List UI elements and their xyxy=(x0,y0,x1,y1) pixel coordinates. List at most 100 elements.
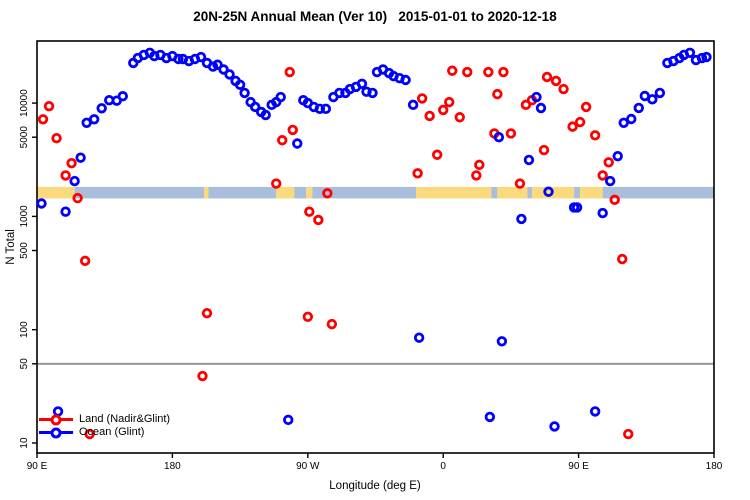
data-point-land xyxy=(623,428,634,440)
data-point-ocean xyxy=(249,101,261,113)
landmask-band-segment xyxy=(527,186,532,199)
data-point-ocean xyxy=(224,69,235,80)
data-point-ocean xyxy=(604,175,616,187)
data-point-ocean xyxy=(234,79,246,91)
data-point-ocean xyxy=(367,87,378,99)
data-point-ocean xyxy=(275,91,286,103)
data-point-ocean xyxy=(149,50,160,62)
data-point-ocean xyxy=(88,114,100,125)
y-tick-label: 10 xyxy=(19,437,30,449)
data-point-land xyxy=(498,66,509,78)
data-point-ocean xyxy=(701,51,712,63)
data-point-land xyxy=(541,71,553,83)
data-point-land xyxy=(617,253,628,265)
legend-ocean-label: Ocean (Glint) xyxy=(79,426,145,438)
data-point-ocean xyxy=(549,421,560,432)
data-point-ocean xyxy=(626,113,637,125)
data-point-land xyxy=(609,194,620,206)
data-point-land xyxy=(483,66,494,78)
data-point-land xyxy=(302,311,313,322)
data-point-ocean xyxy=(36,198,47,209)
landmask-band-segment xyxy=(276,186,295,199)
data-point-land xyxy=(60,170,71,181)
data-point-land xyxy=(574,116,586,128)
data-point-ocean xyxy=(612,150,623,162)
data-point-ocean xyxy=(334,87,345,99)
data-point-ocean xyxy=(320,103,332,115)
data-point-ocean xyxy=(314,103,326,115)
data-point-land xyxy=(550,75,562,87)
data-point-ocean xyxy=(260,109,271,121)
landmask-band-segment xyxy=(74,186,204,199)
x-tick-label: 90 E xyxy=(27,461,48,472)
data-point-ocean xyxy=(75,152,86,163)
legend: Land (Nadir&Glint) Ocean (Glint) xyxy=(39,413,170,439)
data-point-land xyxy=(201,307,213,319)
data-point-land xyxy=(505,128,517,139)
landmask-band-segment xyxy=(294,186,307,199)
data-point-ocean xyxy=(117,91,128,102)
landmask-band-segment xyxy=(574,186,581,199)
landmask-band-segment xyxy=(602,186,714,199)
landmask-band-segment xyxy=(208,186,277,199)
y-tick-label: 50 xyxy=(19,358,30,370)
data-point-ocean xyxy=(60,206,71,217)
data-point-land xyxy=(438,104,449,116)
x-tick-label: 0 xyxy=(440,461,446,472)
landmask-band-segment xyxy=(416,186,492,199)
legend-land-marker-icon xyxy=(39,414,73,425)
data-point-land xyxy=(304,206,315,217)
data-point-land xyxy=(416,93,428,104)
chart-title: 20N-25N Annual Mean (Ver 10) 2015-01-01 … xyxy=(193,9,557,24)
data-point-ocean xyxy=(69,175,80,187)
data-point-land xyxy=(412,168,423,179)
data-point-land xyxy=(322,188,333,199)
data-point-ocean xyxy=(212,59,223,70)
legend-item-land: Land (Nadir&Glint) xyxy=(39,413,170,426)
data-point-ocean xyxy=(400,74,411,86)
y-tick-label: 10000 xyxy=(19,89,30,117)
legend-land-label: Land (Nadir&Glint) xyxy=(79,413,171,425)
data-point-land xyxy=(431,149,443,160)
data-point-ocean xyxy=(173,53,184,65)
data-point-land xyxy=(79,255,91,267)
y-tick-label: 1000 xyxy=(19,205,30,228)
x-tick-label: 180 xyxy=(706,461,723,472)
data-point-ocean xyxy=(407,99,419,111)
data-point-ocean xyxy=(684,47,696,58)
data-point-land xyxy=(454,112,465,123)
landmask-band-segment xyxy=(491,186,498,199)
x-tick-label: 90 W xyxy=(296,461,320,472)
data-point-ocean xyxy=(484,411,496,423)
landmask-band-segment xyxy=(306,186,313,199)
data-point-land xyxy=(84,428,95,440)
data-point-land xyxy=(603,157,614,168)
data-point-land xyxy=(326,318,338,330)
data-point-ocean xyxy=(654,87,666,99)
data-point-land xyxy=(197,370,208,382)
data-point-ocean xyxy=(496,336,508,347)
data-point-ocean xyxy=(597,207,608,219)
data-point-land xyxy=(444,96,455,108)
data-point-ocean xyxy=(647,94,658,105)
data-point-ocean xyxy=(696,52,708,64)
data-point-ocean xyxy=(239,87,250,99)
data-point-land xyxy=(589,130,601,141)
data-point-ocean xyxy=(195,51,207,63)
data-point-ocean xyxy=(292,138,303,149)
data-point-ocean xyxy=(356,78,368,90)
x-tick-label: 180 xyxy=(164,461,181,472)
data-point-ocean xyxy=(543,186,554,197)
data-point-ocean xyxy=(535,102,547,114)
y-axis-label: N Total xyxy=(5,229,17,265)
data-point-land xyxy=(37,114,49,125)
x-axis-label: Longitude (deg E) xyxy=(329,480,421,492)
landmask-band-segment xyxy=(312,186,417,199)
data-point-land xyxy=(558,83,569,95)
data-point-land xyxy=(287,124,298,136)
data-point-land xyxy=(271,178,282,189)
data-point-ocean xyxy=(618,117,629,129)
data-point-ocean xyxy=(493,132,505,143)
data-point-land xyxy=(514,178,526,189)
data-point-land xyxy=(51,133,62,144)
